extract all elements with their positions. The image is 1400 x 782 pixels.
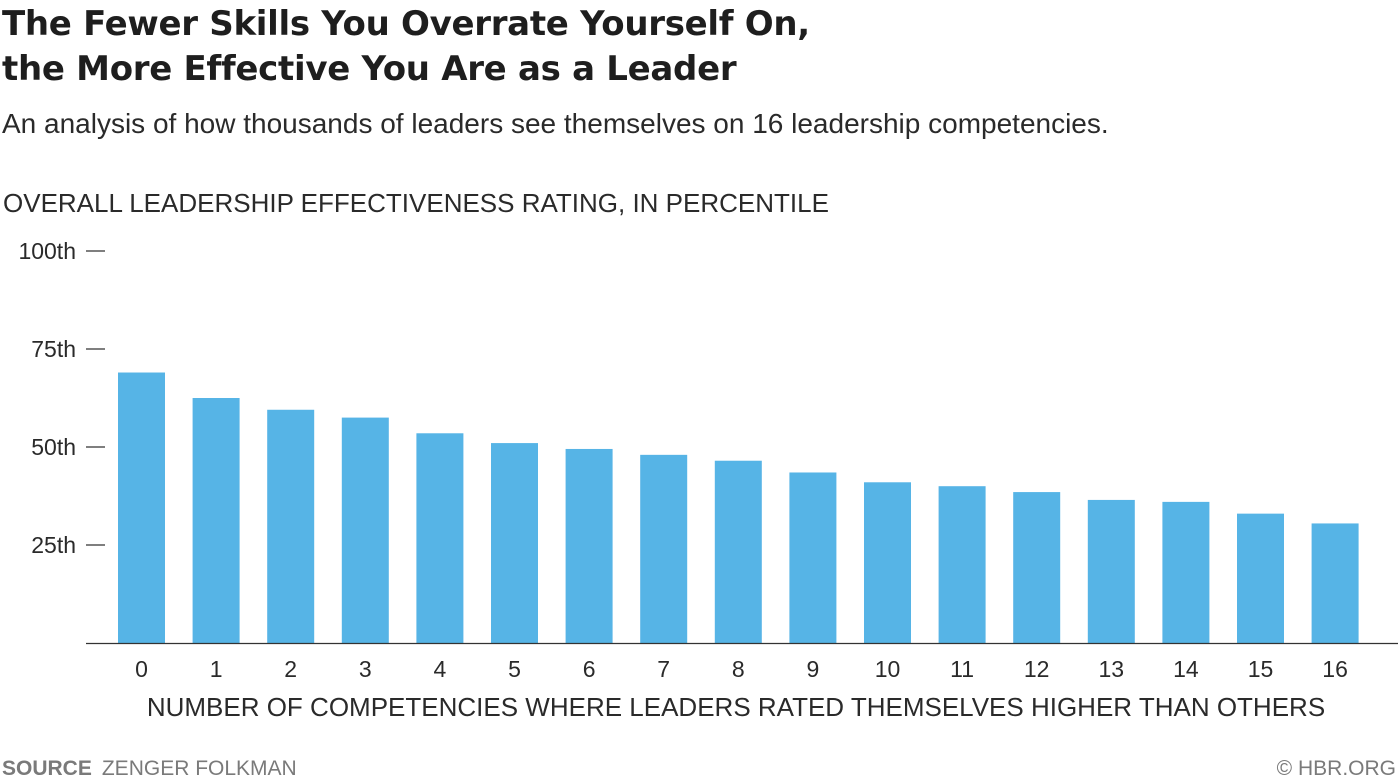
x-axis-title: NUMBER OF COMPETENCIES WHERE LEADERS RAT… — [147, 692, 1325, 722]
source-label: SOURCE — [2, 757, 92, 780]
bar — [640, 454, 688, 643]
x-tick-label: 11 — [950, 656, 974, 682]
bar — [416, 433, 464, 643]
bar — [1237, 513, 1284, 643]
y-tick-label: 50th — [31, 434, 76, 460]
bar — [1087, 499, 1135, 643]
y-tick-label: 75th — [31, 336, 76, 362]
y-tick-label: 25th — [31, 532, 76, 558]
x-tick-label: 16 — [1322, 656, 1348, 682]
x-tick-label: 6 — [583, 656, 596, 682]
copyright-credit: © HBR.ORG — [1276, 757, 1396, 780]
x-tick-label: 3 — [359, 656, 372, 682]
source-value: ZENGER FOLKMAN — [101, 757, 297, 780]
bar — [1013, 492, 1061, 643]
bar — [118, 372, 165, 643]
x-tick-label: 13 — [1099, 656, 1125, 682]
x-tick-label: 12 — [1024, 656, 1050, 682]
bar — [491, 443, 538, 643]
chart-title-line-2: the More Effective You Are as a Leader — [2, 49, 737, 89]
bar — [1162, 501, 1210, 643]
x-tick-label: 8 — [732, 656, 745, 682]
chart-subtitle: An analysis of how thousands of leaders … — [2, 108, 1109, 139]
bar — [789, 472, 837, 643]
x-tick-label: 1 — [210, 656, 223, 682]
bar — [192, 398, 240, 643]
x-tick-label: 14 — [1173, 656, 1199, 682]
x-tick-label: 2 — [284, 656, 297, 682]
x-tick-label: 5 — [508, 656, 521, 682]
bar — [565, 448, 613, 643]
y-tick-label: 100th — [18, 238, 76, 264]
x-tick-label: 10 — [875, 656, 901, 682]
x-tick-label: 7 — [657, 656, 670, 682]
x-tick-label: 15 — [1248, 656, 1274, 682]
bar — [1311, 523, 1359, 643]
x-tick-label: 4 — [434, 656, 447, 682]
bar — [938, 486, 986, 643]
bar — [267, 409, 315, 643]
chart-title: The Fewer Skills You Overrate Yourself O… — [2, 2, 1102, 92]
x-tick-label: 0 — [135, 656, 148, 682]
y-axis-title: OVERALL LEADERSHIP EFFECTIVENESS RATING,… — [3, 188, 829, 218]
x-tick-label: 9 — [807, 656, 820, 682]
bar — [341, 417, 389, 643]
bar — [714, 460, 762, 643]
bar — [864, 482, 911, 643]
source-note: SOURCE ZENGER FOLKMAN — [2, 756, 297, 782]
chart-title-line-1: The Fewer Skills You Overrate Yourself O… — [2, 4, 810, 44]
